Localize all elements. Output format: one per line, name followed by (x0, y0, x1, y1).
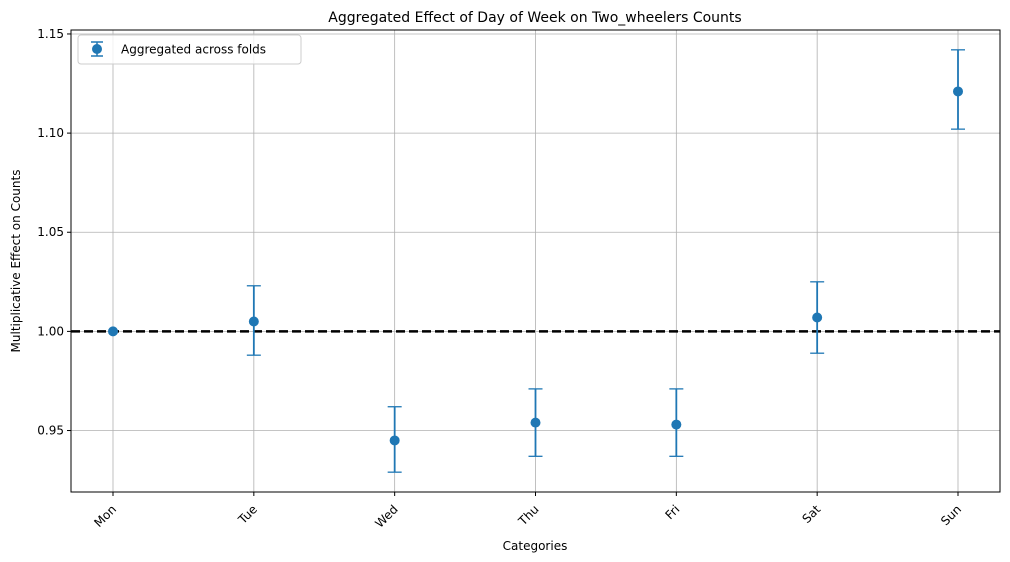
data-point-sat (812, 312, 823, 323)
x-tick-label-sat: Sat (799, 502, 823, 526)
y-tick-label: 1.00 (37, 324, 64, 338)
axes: 0.95 1.00 1.05 1.10 1.15 Mon Tue Wed Thu Fri Sat Su… (37, 27, 1001, 531)
y-axis-label: Multiplicative Effect on Counts (9, 170, 23, 353)
legend-entry-label: Aggregated across folds (121, 43, 266, 57)
data-point-wed (389, 435, 400, 446)
legend-point-marker (92, 44, 102, 54)
data-point-mon (108, 326, 118, 337)
x-tick-label-thu: Thu (515, 502, 542, 529)
y-tick-label: 1.15 (37, 27, 64, 41)
y-tick-label: 1.05 (37, 225, 64, 239)
data-point-thu (530, 417, 541, 428)
x-axis-label: Categories (503, 539, 568, 553)
data-point-tue (248, 316, 259, 327)
x-tick-label-mon: Mon (91, 502, 119, 530)
y-tick-label: 0.95 (37, 424, 64, 438)
x-tick-label-sun: Sun (938, 502, 964, 528)
legend: Aggregated across folds (77, 34, 302, 65)
legend-frame (77, 34, 302, 65)
data-point-fri (671, 419, 682, 430)
y-tick-label: 1.10 (37, 126, 64, 140)
x-tick-label-fri: Fri (662, 502, 682, 522)
data-point-sun (953, 86, 963, 97)
x-tick-label-tue: Tue (235, 502, 260, 527)
x-tick-label-wed: Wed (372, 502, 400, 530)
data-layer (108, 49, 965, 473)
chart-title: Aggregated Effect of Day of Week on Two_… (328, 10, 741, 26)
